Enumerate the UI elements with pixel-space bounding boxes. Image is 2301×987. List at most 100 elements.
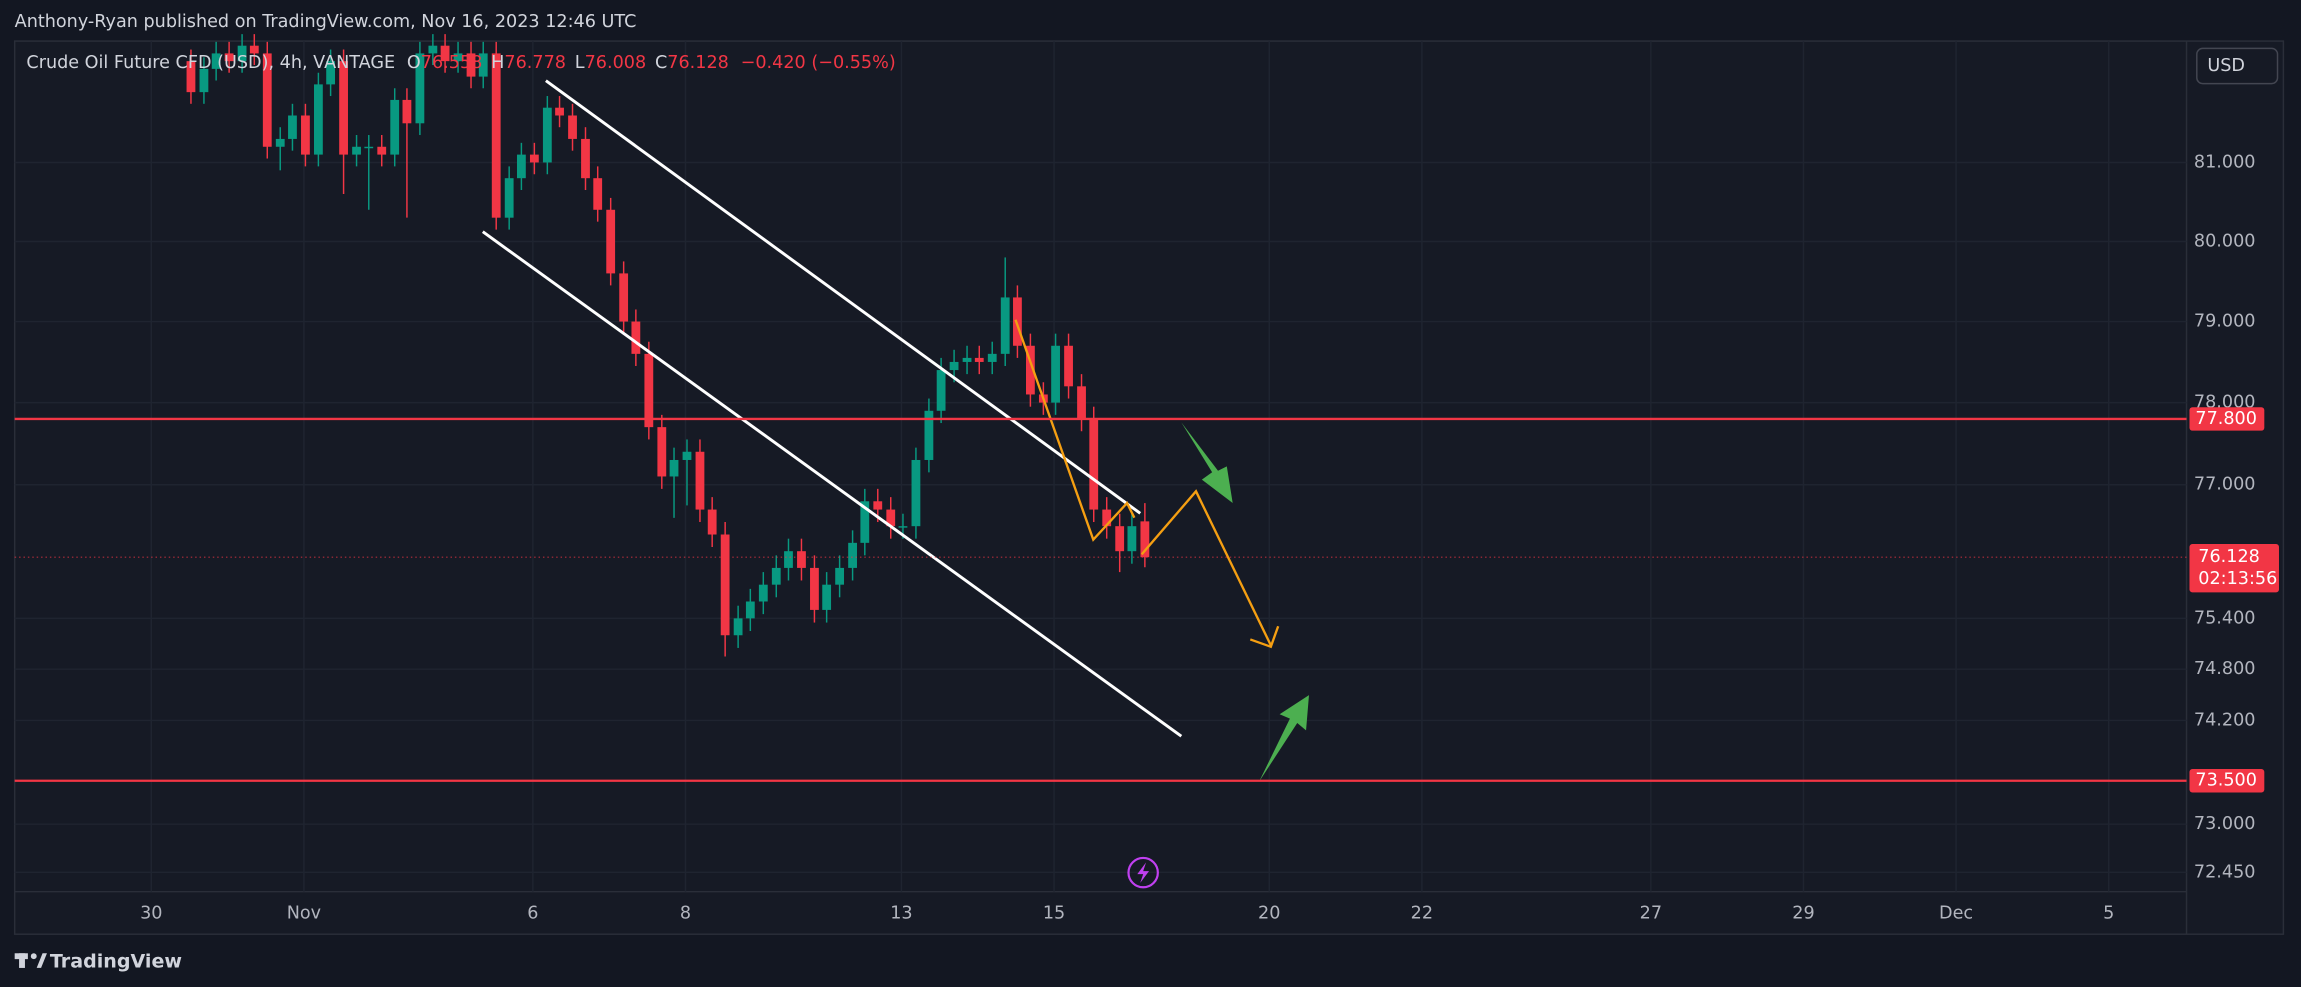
candle-body: [733, 618, 743, 636]
candle-body: [606, 209, 616, 274]
candle-body: [339, 61, 348, 155]
candle-body: [275, 138, 285, 147]
candle-body: [1127, 526, 1137, 552]
y-tick-label: 75.400: [2194, 608, 2256, 628]
candle-body: [568, 115, 577, 139]
orange-projection: [1140, 489, 1272, 646]
candle-body: [936, 370, 946, 411]
candle-body: [898, 526, 908, 528]
candle-body: [644, 353, 654, 428]
candle-body: [784, 551, 793, 568]
currency-button[interactable]: [2196, 47, 2279, 85]
candle-body: [428, 45, 438, 54]
orange-path: [1014, 319, 1136, 542]
candle-body: [1013, 297, 1022, 346]
candle-body: [1051, 345, 1060, 403]
ohlc-value: 76.778: [504, 53, 566, 73]
y-tick-label: 73.000: [2194, 814, 2256, 834]
level-label: 77.800: [2195, 409, 2257, 429]
last-price-label: 76.128: [2198, 547, 2260, 567]
candle-body: [974, 357, 984, 362]
candle-body: [720, 534, 730, 636]
candles: [186, 34, 1150, 657]
y-tick-label: 74.200: [2194, 710, 2256, 730]
legend: Crude Oil Future CFD (USD), 4h, VANTAGE O…: [26, 53, 895, 73]
last-price-bg: [2189, 544, 2279, 593]
candle-body: [249, 45, 259, 54]
candle-body: [822, 584, 832, 610]
candle-body: [301, 115, 310, 155]
x-tick-label: 30: [140, 904, 162, 924]
candle-body: [555, 107, 564, 116]
candle-body: [771, 567, 781, 585]
grid: [14, 41, 2187, 892]
candle-body: [924, 410, 934, 460]
candle-body: [186, 61, 196, 93]
candle-body: [529, 154, 539, 163]
x-tick-label: 5: [2103, 904, 2114, 924]
candle-body: [237, 45, 247, 62]
ohlc-value: 76.128: [667, 53, 729, 73]
logo-mark: [36, 953, 47, 968]
ohlc-value: 76.558: [421, 53, 483, 73]
candle-body: [1077, 386, 1086, 419]
candle-body: [848, 542, 857, 568]
candle-body: [211, 53, 221, 69]
candle-body: [886, 509, 896, 527]
candle-body: [491, 53, 501, 218]
ohlc-key: H: [491, 53, 504, 73]
candle-body: [797, 551, 806, 568]
candle-body: [911, 459, 921, 527]
candle-body: [669, 459, 679, 477]
green-arrow-down: [1181, 422, 1233, 504]
x-tick-label: 22: [1411, 904, 1433, 924]
candle-body: [542, 107, 552, 163]
candle-body: [1089, 418, 1099, 510]
y-tick-label: 81.000: [2194, 152, 2256, 172]
level-label-bg: [2189, 407, 2265, 431]
x-tick-label: 6: [527, 904, 538, 924]
candle-body: [707, 509, 717, 535]
candle-body: [440, 45, 450, 62]
candle-body: [402, 99, 412, 124]
candle-body: [262, 53, 272, 147]
y-tick-label: 77.000: [2194, 475, 2256, 495]
ohlc-key: O: [407, 53, 421, 73]
candle-body: [1064, 345, 1073, 387]
ohlc-key: L: [575, 53, 585, 73]
candle-body: [1115, 526, 1125, 552]
brand: TradingView: [50, 951, 182, 973]
candle-body: [326, 61, 336, 85]
ohlc-key: C: [655, 53, 667, 73]
candle-body: [199, 68, 209, 93]
candle-body: [695, 451, 705, 510]
x-tick-label: Nov: [287, 904, 321, 924]
candle-body: [453, 53, 463, 62]
x-tick-label: Dec: [1939, 904, 1973, 924]
publisher: Anthony-Ryan published on TradingView.co…: [15, 12, 637, 32]
candle-body: [619, 273, 629, 322]
price-lines: 81.00080.00079.00078.00077.00075.40074.8…: [14, 152, 2279, 924]
events-bolt: [1137, 862, 1150, 883]
x-tick-label: 15: [1043, 904, 1065, 924]
x-tick-label: 27: [1640, 904, 1662, 924]
x-tick-label: 20: [1258, 904, 1280, 924]
events-icon[interactable]: [1127, 856, 1159, 889]
candle-body: [835, 567, 845, 585]
candle-body: [745, 601, 755, 619]
channel-lower: [481, 230, 1183, 738]
candle-body: [1025, 345, 1035, 395]
candle-body: [224, 53, 234, 62]
change: −0.420 (−0.55%): [741, 53, 896, 73]
level-label-bg: [2189, 769, 2265, 793]
countdown: 02:13:56: [2198, 569, 2277, 589]
x-tick-label: 8: [680, 904, 691, 924]
candle-body: [377, 146, 387, 155]
x-tick-label: 29: [1792, 904, 1814, 924]
candle-body: [352, 146, 361, 155]
brand-logo: [14, 953, 47, 968]
candle-body: [657, 427, 667, 477]
symbol-title: Crude Oil Future CFD (USD), 4h, VANTAGE: [26, 53, 395, 73]
